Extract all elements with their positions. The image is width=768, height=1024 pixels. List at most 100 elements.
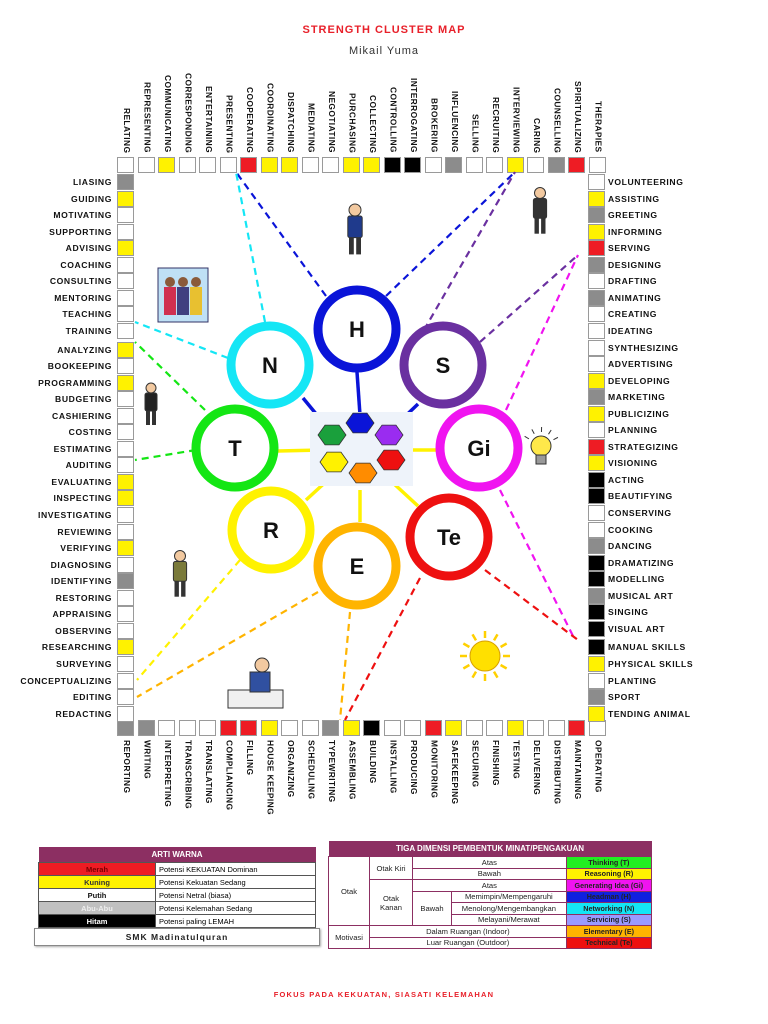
skill-label-left: MOTIVATING: [53, 210, 112, 221]
center-hexagon: [348, 462, 378, 484]
skill-box: [588, 356, 605, 373]
dashed-connector: [499, 489, 576, 641]
skill-box: [588, 339, 605, 356]
skill-box: [117, 190, 134, 207]
sun-icon: [460, 631, 510, 681]
skill-box: [588, 389, 605, 406]
skill-label-top: INTERVIEWING: [511, 86, 522, 153]
skill-box: [117, 490, 134, 507]
skill-box: [568, 157, 585, 173]
skill-label-right: MODELLING: [608, 574, 665, 585]
standing-man-icon: [144, 382, 158, 425]
skill-label-left: CONSULTING: [49, 276, 112, 287]
cell-outdoor: Luar Ruangan (Outdoor): [369, 936, 567, 949]
skill-box: [117, 440, 134, 457]
skill-box: [445, 157, 462, 173]
legend-color-name: Putih: [38, 888, 156, 902]
skill-box: [117, 473, 134, 490]
category-elementary: Elementary (E): [565, 925, 653, 938]
skill-label-right: SPORT: [608, 692, 641, 703]
skill-label-bottom: ORGANIZING: [286, 740, 296, 798]
skill-box: [588, 207, 605, 224]
cell-atas: Atas: [412, 879, 567, 892]
skill-box: [465, 720, 483, 736]
skill-label-left: CASHIERING: [52, 410, 112, 421]
skill-box: [588, 240, 605, 257]
skill-label-top: SELLING: [470, 113, 481, 153]
skill-box: [363, 157, 380, 173]
skill-box: [588, 639, 605, 656]
legend-color-name: Abu-Abu: [38, 901, 156, 915]
dashed-connector: [235, 171, 327, 297]
skill-label-right: ADVERTISING: [608, 359, 674, 370]
skill-box: [178, 720, 196, 736]
detective-icon: [172, 550, 188, 597]
skill-label-bottom: TESTING: [511, 740, 522, 780]
dashed-connector: [134, 320, 229, 360]
skill-box: [383, 720, 401, 736]
skill-label-right: DEVELOPING: [608, 375, 671, 386]
skill-label-right: ACTING: [608, 474, 645, 485]
cluster-circle-h: [313, 285, 401, 373]
school-name: SMK Madinatulquran: [34, 928, 320, 946]
skill-label-top: PRESENTING: [224, 94, 235, 153]
skill-box: [199, 157, 216, 173]
cell-menolong: Menolong/Mengembangkan: [451, 902, 567, 915]
skill-label-left: OBSERVING: [55, 625, 112, 636]
skill-label-bottom: ASSEMBLING: [347, 740, 358, 800]
skill-box: [588, 488, 605, 505]
skill-label-left: RESEARCHING: [41, 642, 112, 653]
legend-row: Putih Potensi Netral (biasa): [38, 888, 316, 902]
skill-box: [117, 358, 134, 375]
skill-label-right: PUBLICIZING: [608, 408, 670, 419]
skill-box: [301, 720, 319, 736]
cell-indoor: Dalam Ruangan (Indoor): [369, 925, 567, 938]
page-title: STRENGTH CLUSTER MAP: [302, 24, 466, 36]
skill-label-bottom: MAINTAINING: [573, 740, 583, 800]
skill-box: [117, 540, 134, 557]
skill-label-left: INVESTIGATING: [37, 510, 112, 520]
legend-row: Merah Potensi KEKUATAN Dominan: [38, 862, 316, 876]
skill-label-top: MEDIATING: [306, 103, 317, 153]
skill-box: [588, 223, 605, 240]
skill-label-top: COORDINATING: [265, 83, 276, 153]
skill-label-right: PHYSICAL SKILLS: [608, 658, 694, 669]
skill-label-left: PROGRAMMING: [38, 377, 112, 388]
skill-label-top: BROKERING: [429, 98, 440, 153]
category-technical: Technical (Te): [565, 936, 653, 949]
cluster-letter: E: [350, 554, 365, 579]
skill-label-bottom: HOUSE KEEPING: [265, 740, 276, 816]
skill-box: [117, 507, 134, 523]
legend-color-name: Hitam: [38, 914, 156, 928]
skill-box: [117, 705, 134, 722]
skill-label-right: TENDING ANIMAL: [608, 708, 691, 719]
skill-label-top: CONTROLLING: [388, 87, 399, 153]
skill-box: [588, 322, 605, 339]
skill-label-left: COACHING: [60, 259, 112, 270]
cluster-letter: N: [262, 353, 278, 378]
skill-box: [117, 341, 134, 358]
skill-label-bottom: WRITING: [142, 740, 153, 780]
skill-label-left: AUDITING: [65, 460, 112, 471]
skill-label-right: ASSISTING: [608, 193, 660, 204]
cluster-circle-te: [405, 493, 493, 581]
skill-label-bottom: TYPEWRITING: [327, 740, 337, 803]
skill-label-top: PURCHASING: [347, 92, 358, 153]
skill-box: [588, 372, 605, 389]
skill-box: [588, 705, 605, 722]
skill-label-top: INTERROGATING: [409, 78, 419, 153]
dashed-connector: [479, 254, 579, 343]
skill-box: [588, 571, 605, 588]
skill-box: [486, 157, 503, 173]
person-writing-icon: [227, 657, 284, 709]
skill-label-bottom: FINISHING: [491, 740, 501, 786]
skill-label-left: BOOKEEPING: [47, 361, 112, 372]
legend-color-name: Kuning: [38, 875, 156, 889]
skill-label-top: THERAPIES: [593, 101, 604, 153]
skill-box: [117, 157, 134, 173]
dashed-connector: [136, 591, 319, 698]
skill-box: [588, 655, 605, 672]
skill-box: [588, 505, 605, 521]
skill-box: [465, 157, 483, 173]
skill-box: [117, 223, 134, 240]
